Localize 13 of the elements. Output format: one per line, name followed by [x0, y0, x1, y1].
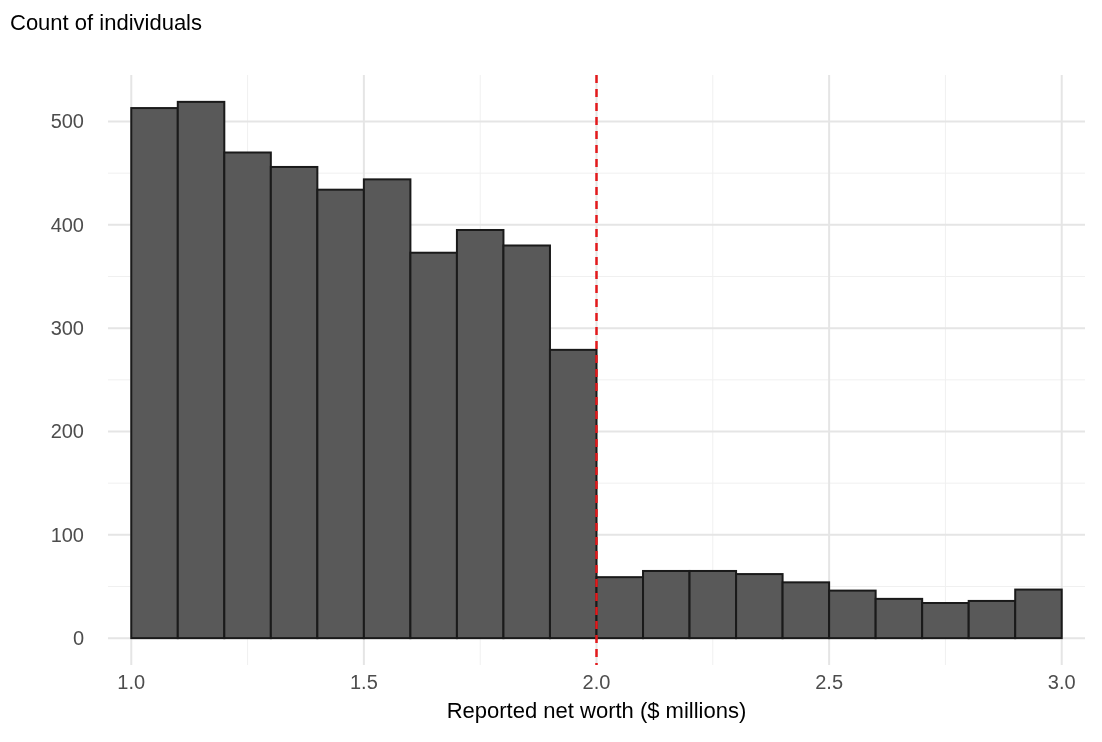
y-tick-label: 300: [50, 317, 84, 340]
x-axis-title: Reported net worth ($ millions): [446, 698, 747, 723]
x-tick-label: 1.0: [117, 671, 146, 693]
x-tick-label: 2.5: [815, 671, 844, 693]
x-tick-label: 3.0: [1047, 671, 1076, 693]
y-tick-label: 100: [50, 523, 84, 546]
x-tick-label: 2.0: [582, 671, 611, 693]
x-tick-label: 1.5: [349, 671, 378, 693]
y-tick-label: 0: [72, 627, 84, 650]
y-tick-label: 500: [50, 110, 84, 133]
y-axis-title: Count of individuals: [10, 10, 203, 35]
y-tick-label: 400: [50, 213, 84, 236]
y-tick-label: 200: [50, 420, 84, 443]
